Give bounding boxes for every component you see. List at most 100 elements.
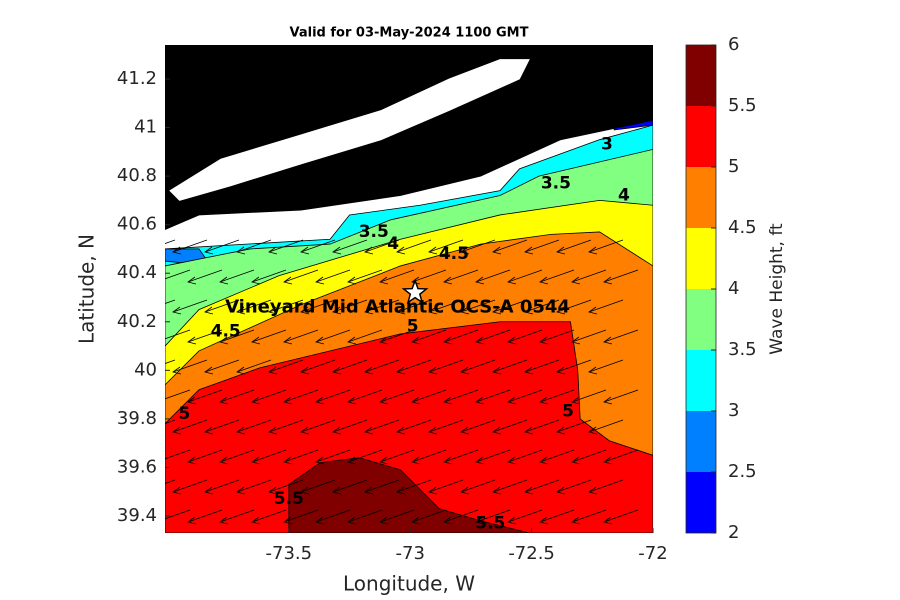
arrow-head [603,396,613,405]
direction-arrow [165,509,191,520]
arrow-head [283,456,293,465]
arrow-head [507,336,517,345]
arrow-head [524,306,534,315]
arrow-head [475,456,485,465]
direction-arrow [603,509,639,523]
site-marker [401,278,429,305]
direction-arrow [315,389,351,403]
y-tick-label: 40.2 [117,311,157,332]
direction-arrow [379,449,415,463]
direction-arrow [603,389,639,403]
arrow-head [571,396,581,405]
x-tick-label: -73 [396,543,425,564]
direction-arrow [571,509,607,523]
direction-arrow [428,419,464,433]
direction-arrow [524,479,560,493]
arrow-head [251,276,261,285]
direction-arrow [411,329,447,343]
direction-arrow [556,359,592,373]
arrow-head [364,426,374,435]
arrow-head [268,366,278,375]
direction-arrow [251,329,287,343]
arrow-head [204,486,214,495]
direction-arrow [492,479,528,493]
arrow-head [492,426,502,435]
direction-arrow [411,449,447,463]
direction-arrow [364,419,400,433]
direction-arrow [300,299,336,313]
contour-label: 5 [562,402,574,422]
direction-arrow [204,419,240,433]
direction-arrow [475,269,511,283]
arrow-head [236,246,246,255]
arrow-head [411,396,421,405]
y-tick-label: 40.8 [117,165,157,186]
arrow-head [588,426,598,435]
direction-arrow [347,449,383,463]
arrow-head [556,366,566,375]
arrow-head [300,486,310,495]
direction-arrow [251,389,287,403]
direction-arrow [571,449,607,463]
arrow-head [347,336,357,345]
arrow-head [219,396,229,405]
direction-arrow [571,389,607,403]
colorbar-tick-label: 5.5 [728,95,757,116]
y-tick-label: 40.6 [117,214,157,235]
arrow-head [524,246,534,255]
arrow-head [364,306,374,315]
direction-arrow [187,389,223,403]
direction-arrow [603,269,639,283]
arrow-head [571,456,581,465]
y-tick-label: 41 [134,117,157,138]
arrow-head [187,516,197,525]
arrow-head [492,366,502,375]
direction-arrow [443,329,479,343]
arrow-head [332,306,342,315]
direction-arrow [556,239,592,253]
direction-arrow [204,299,240,313]
direction-arrow [268,299,304,313]
arrow-head [411,276,421,285]
direction-arrow [332,479,368,493]
direction-arrow [187,269,223,283]
arrow-head [236,366,246,375]
y-tick-label: 41.2 [117,68,157,89]
y-tick-label: 40 [134,359,157,380]
arrow-head [571,516,581,525]
direction-arrow [165,359,176,364]
direction-arrow [588,299,624,313]
arrow-head [156,277,164,284]
direction-arrow [588,479,624,493]
direction-arrow [364,359,400,373]
colorbar-tick-label: 3.5 [728,339,757,360]
arrow-head [347,516,357,525]
direction-arrow [332,359,368,373]
direction-arrow [411,269,447,283]
direction-arrow [379,389,415,403]
arrow-head [204,426,214,435]
direction-arrow [411,389,447,403]
arrow-head [588,486,598,495]
direction-arrow [236,479,272,493]
arrow-head [603,456,613,465]
arrow-head [460,306,470,315]
direction-arrow [364,479,400,493]
direction-arrow [347,389,383,403]
y-tick-label: 39.6 [117,456,157,477]
direction-arrow [428,239,464,253]
direction-arrow [187,329,223,343]
direction-arrow [172,299,208,313]
arrow-head [141,247,149,254]
direction-arrow [379,509,415,523]
direction-arrow [165,389,191,400]
direction-arrow [539,509,575,523]
contour-label: 4.5 [439,244,469,264]
arrow-head [172,306,182,315]
colorbar-tick-label: 2 [728,522,739,543]
direction-arrow [315,269,351,283]
arrow-head [315,276,325,285]
direction-arrow [332,239,368,253]
contour-label: 5 [179,404,191,424]
arrow-head [428,366,438,375]
